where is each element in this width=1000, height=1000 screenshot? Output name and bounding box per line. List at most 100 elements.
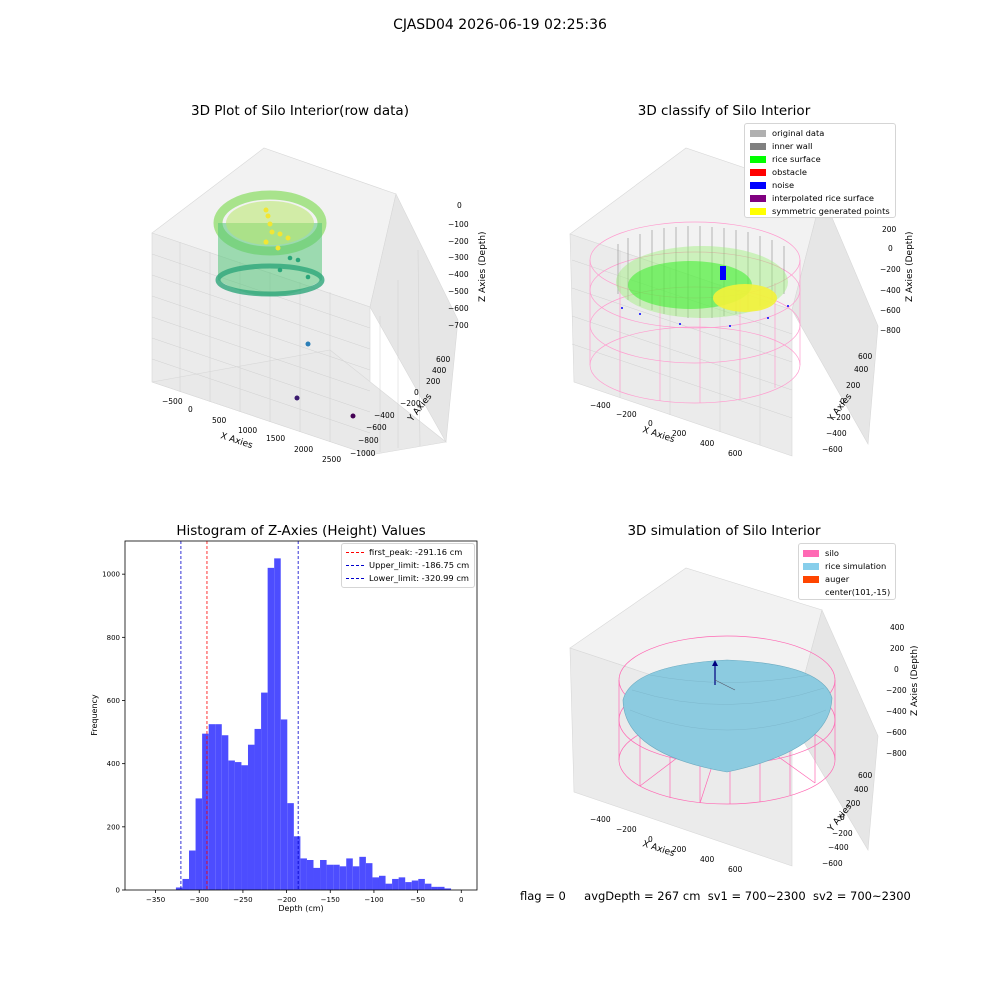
- raw-outlier-point: [350, 413, 356, 419]
- classify-legend-item: obstacle: [750, 167, 807, 177]
- raw-ytick: −1000: [350, 449, 376, 458]
- histogram-ytick-label: 600: [107, 697, 120, 705]
- simulation-auger: [712, 660, 736, 691]
- simulation-xlabel: X Axies: [641, 839, 676, 859]
- histogram-y-ticks: 0 200 400 600 800 1000: [102, 571, 125, 895]
- simulation-xtick: −200: [616, 825, 637, 834]
- histogram-bar: [378, 875, 386, 890]
- histogram-axes-frame: [124, 540, 478, 891]
- legend-swatch: [750, 182, 766, 189]
- histogram-bar: [267, 567, 275, 890]
- simulation-ytick: 400: [854, 785, 869, 794]
- legend-swatch: [750, 169, 766, 176]
- simulation-xtick: 0: [648, 835, 653, 844]
- simulation-plot-title: 3D simulation of Silo Interior: [627, 523, 821, 539]
- classify-xtick: −400: [590, 401, 611, 410]
- classify-right-pane: [791, 193, 879, 445]
- histogram-xlabel: Depth (cm): [278, 904, 323, 913]
- histogram-bar: [195, 798, 203, 890]
- classify-xlabel: X Axies: [641, 425, 676, 445]
- simulation-ztick: 200: [890, 644, 905, 653]
- raw-plot-title: 3D Plot of Silo Interior(row data): [191, 103, 409, 119]
- histogram-xtick-label: −350: [146, 896, 165, 904]
- raw-ytick: 400: [432, 366, 447, 375]
- legend-swatch: [346, 578, 364, 579]
- raw-ztick: −600: [448, 304, 469, 313]
- histogram-ytick-label: 400: [107, 760, 120, 768]
- classify-legend-item: interpolated rice surface: [750, 193, 874, 203]
- simulation-ztick: 0: [894, 665, 899, 674]
- simulation-ztick: −400: [886, 707, 907, 716]
- histogram-bar: [208, 724, 216, 890]
- legend-label: silo: [825, 548, 840, 558]
- legend-label: obstacle: [772, 167, 807, 177]
- raw-3d-plot: −500 0 500 1000 1500 2000 2500 −1000 −80…: [151, 147, 488, 464]
- simulation-ztick: −800: [886, 749, 907, 758]
- figure-suptitle: CJASD04 2026-06-19 02:25:36: [393, 17, 607, 33]
- histogram-bar: [221, 735, 229, 890]
- histogram-xtick-label: −150: [321, 896, 340, 904]
- classify-ztick: 200: [882, 225, 897, 234]
- legend-swatch: [750, 195, 766, 202]
- classify-ztick: −600: [880, 306, 901, 315]
- histogram-bar: [247, 744, 255, 890]
- legend-swatch: [750, 130, 766, 137]
- legend-swatch: [803, 550, 819, 557]
- status-sv2: sv2 = 700~2300: [812, 889, 911, 903]
- simulation-xtick: 200: [672, 845, 687, 854]
- classify-ytick: −200: [830, 413, 851, 422]
- classify-ztick: −200: [880, 265, 901, 274]
- legend-swatch: [803, 576, 819, 583]
- histogram-bar: [241, 765, 248, 890]
- histogram-xtick-label: −300: [190, 896, 209, 904]
- simulation-xtick: −400: [590, 815, 611, 824]
- simulation-ztick: −200: [886, 686, 907, 695]
- legend-label: center(101,-15): [825, 587, 891, 597]
- histogram-x-ticks: −350 −300 −250 −200 −150 −100 −50 0: [146, 890, 464, 904]
- simulation-ztick: 400: [890, 623, 905, 632]
- histogram-xtick-label: −200: [277, 896, 296, 904]
- classify-silo-wireframe: [589, 221, 801, 404]
- raw-outlier-point: [294, 395, 300, 401]
- raw-silo-points: [213, 190, 327, 297]
- raw-ytick: −200: [400, 399, 421, 408]
- raw-ztick: −700: [448, 321, 469, 330]
- classify-ztick: 0: [888, 244, 893, 253]
- classify-ytick: −600: [822, 445, 843, 454]
- raw-ztick: −200: [448, 237, 469, 246]
- histogram-legend-item: Lower_limit: -320.99 cm: [346, 573, 469, 583]
- simulation-ytick: −600: [822, 859, 843, 868]
- classify-ytick: 0: [840, 397, 845, 406]
- classify-xtick: 200: [672, 429, 687, 438]
- histogram-bar: [372, 877, 379, 890]
- classify-legend-item: rice surface: [750, 154, 821, 164]
- histogram-bar: [313, 867, 321, 890]
- classify-symmetric-points: [713, 284, 777, 312]
- classify-ztick: −400: [880, 286, 901, 295]
- legend-label: symmetric generated points: [772, 206, 890, 216]
- histogram-bar: [326, 864, 334, 890]
- histogram-bar: [346, 858, 353, 890]
- status-avg-depth: avgDepth = 267 cm: [584, 889, 701, 903]
- classify-3d-plot: −400 −200 0 200 400 600 −600 −400 −200 0…: [569, 147, 915, 458]
- histogram-bar: [359, 856, 366, 890]
- classify-legend-item: original data: [750, 128, 824, 138]
- classify-ztick: −800: [880, 326, 901, 335]
- raw-ztick: −400: [448, 270, 469, 279]
- classify-legend-item: noise: [750, 180, 794, 190]
- classify-ytick: −400: [826, 429, 847, 438]
- raw-ytick: 600: [436, 355, 451, 364]
- raw-xtick: 1000: [238, 426, 257, 435]
- histogram-xtick-label: −250: [233, 896, 252, 904]
- histogram-bar: [385, 883, 393, 890]
- classify-legend-item: inner wall: [750, 141, 812, 151]
- histogram-bar: [300, 858, 307, 890]
- legend-label: original data: [772, 128, 825, 138]
- simulation-ztick: −600: [886, 728, 907, 737]
- histogram-bar: [431, 886, 438, 890]
- raw-ztick: 0: [457, 201, 462, 210]
- classify-ytick: 600: [858, 352, 873, 361]
- legend-swatch: [803, 563, 819, 570]
- legend-swatch: [803, 589, 819, 596]
- raw-floor-pane: [151, 349, 447, 456]
